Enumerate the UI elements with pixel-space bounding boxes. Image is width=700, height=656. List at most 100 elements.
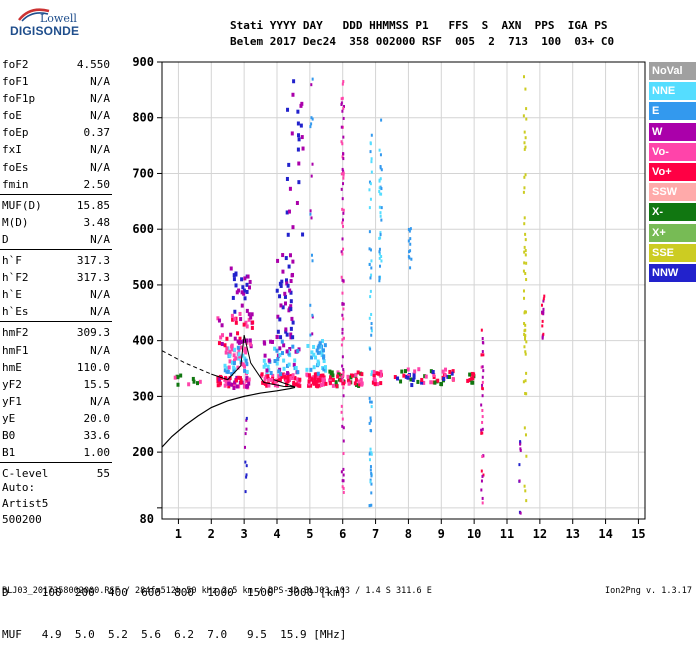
echo-point [341,364,344,368]
echo-point [370,491,373,495]
echo-point [368,206,371,210]
echo-point [239,345,243,350]
param-row: hmF2 309.3 [0,324,112,341]
echo-point [291,320,295,325]
echo-point [243,356,247,361]
echo-point [481,375,484,379]
param-value: N/A [90,232,110,246]
echo-point [230,382,234,387]
echo-point [525,117,528,121]
echo-point [311,315,314,319]
param-separator [0,462,112,464]
echo-point [275,348,279,353]
echo-point [525,392,528,396]
echo-point [349,375,353,380]
echo-point [481,336,484,340]
echo-point [378,256,381,260]
echo-point [359,377,363,382]
echo-point [342,208,345,212]
echo-point [230,360,234,365]
echo-point [282,366,286,371]
echo-point [369,400,372,404]
echo-point [240,290,244,295]
echo-point [286,363,290,368]
echo-point [522,269,525,273]
echo-point [289,307,293,312]
echo-point [297,133,301,138]
echo-point [278,317,282,322]
echo-point [245,416,248,420]
echo-point [340,410,343,414]
y-tick-label: 800 [132,111,154,125]
echo-point [313,372,317,377]
echo-point [289,332,293,337]
echo-point [369,447,372,451]
echo-point [523,186,526,190]
echo-point [324,381,328,386]
echo-point [523,175,526,179]
echo-point [285,383,289,388]
echo-point [480,479,483,483]
echo-point [271,380,275,385]
echo-point [240,303,244,308]
echo-point [409,249,412,253]
echo-point [241,285,245,290]
echo-point [245,282,249,287]
echo-point [396,376,400,381]
echo-point [237,347,241,352]
echo-point [341,417,344,421]
echo-point [245,338,249,343]
echo-point [273,359,277,364]
echo-point [288,288,292,293]
echo-point [269,339,273,344]
echo-point [311,117,314,121]
echo-point [291,344,295,349]
echo-point [380,206,383,210]
y-tick-label: 600 [132,222,154,236]
echo-point [342,370,345,374]
param-value: 3.48 [83,215,111,229]
echo-point [287,362,291,367]
echo-point [275,361,279,366]
echo-point [313,374,317,379]
echo-point [223,343,227,348]
echo-point [270,339,274,344]
echo-point [481,394,484,398]
echo-point [315,348,319,353]
echo-point [280,351,284,356]
echo-point [525,261,528,265]
echo-point [523,345,526,349]
echo-point [523,75,526,79]
autoscaling-label: Auto: [2,481,36,494]
echo-point [379,381,383,386]
param-row: yF2 15.5 [0,376,112,393]
param-label: D [2,232,9,246]
echo-point [341,155,344,159]
echo-point [519,442,522,446]
echo-point [353,381,357,386]
echo-point [424,374,428,379]
echo-point [541,310,544,314]
echo-point [524,337,527,341]
x-tick-label: 5 [306,527,313,541]
echo-point [285,210,289,215]
echo-point [340,470,343,474]
param-value: 2.50 [83,177,111,191]
echo-point [306,373,310,378]
echo-point [278,294,282,299]
param-value: N/A [90,143,110,157]
plot-frame [161,61,646,520]
echo-point [243,276,247,281]
muf-distance-row: D 100 200 400 600 800 1000 1500 3000 [km… [2,586,347,599]
echo-point [318,383,322,388]
param-row: B1 1.00 [0,444,112,461]
echo-point [360,382,364,387]
echo-point [242,291,246,296]
echo-point [329,373,333,378]
echo-point [233,347,237,352]
echo-point [346,374,350,379]
echo-point [380,187,383,191]
echo-point [420,377,424,382]
echo-point [524,238,527,242]
echo-point [341,167,344,171]
